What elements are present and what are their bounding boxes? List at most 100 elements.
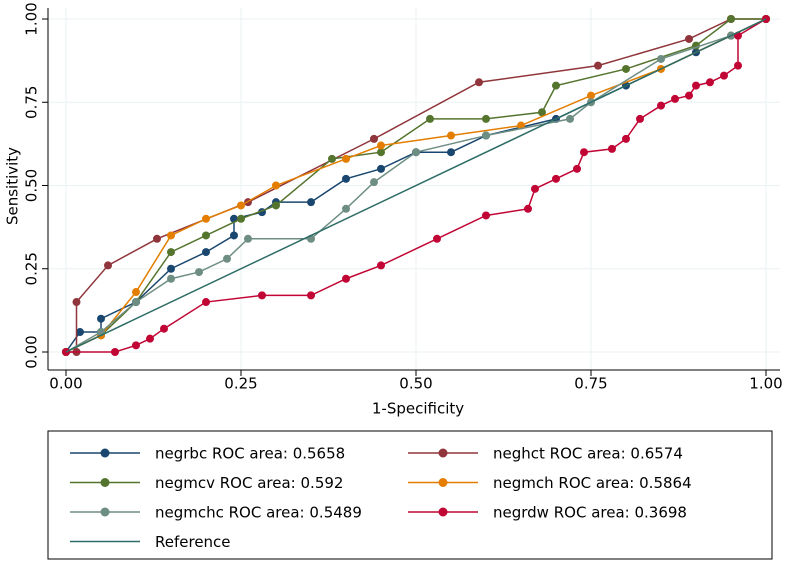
roc-point: [223, 254, 231, 263]
roc-point: [734, 61, 742, 70]
legend-marker: [100, 478, 110, 487]
roc-point: [167, 264, 175, 273]
roc-point: [307, 198, 315, 207]
roc-point: [447, 148, 455, 157]
legend-label: Reference: [155, 533, 231, 551]
y-tick-label: 0.00: [23, 335, 41, 368]
roc-point: [377, 141, 385, 150]
roc-point: [622, 134, 630, 143]
y-tick-label: 0.75: [23, 86, 41, 119]
roc-point: [377, 148, 385, 157]
roc-line: [65, 18, 767, 353]
y-tick-label: 0.50: [23, 169, 41, 202]
roc-point: [552, 174, 560, 183]
roc-point: [202, 298, 210, 307]
y-tick-label: 1.00: [23, 2, 41, 35]
roc-point: [202, 248, 210, 257]
roc-point: [447, 131, 455, 140]
x-tick-label: 0.25: [224, 375, 257, 393]
roc-point: [636, 114, 644, 123]
legend-marker: [100, 507, 110, 517]
roc-point: [237, 214, 245, 223]
roc-point: [72, 298, 81, 307]
roc-point: [132, 341, 140, 350]
roc-point: [524, 204, 532, 213]
roc-point: [342, 274, 350, 283]
roc-point: [692, 81, 700, 90]
legend-label: negmcv ROC area: 0.592: [155, 474, 343, 492]
roc-point: [685, 91, 693, 100]
roc-point: [685, 34, 693, 43]
roc-point: [307, 291, 315, 300]
roc-point: [167, 274, 175, 283]
roc-point: [167, 231, 175, 240]
roc-point: [608, 144, 616, 153]
roc-point: [258, 291, 266, 300]
roc-point: [433, 234, 441, 243]
legend-label: negrbc ROC area: 0.5658: [155, 445, 345, 463]
roc-point: [132, 298, 140, 307]
roc-point: [727, 15, 735, 23]
roc-point: [594, 61, 602, 70]
roc-point: [104, 261, 112, 270]
roc-point: [153, 234, 161, 243]
roc-point: [426, 114, 434, 123]
roc-point: [370, 134, 378, 143]
roc-point: [97, 314, 105, 323]
roc-line: [66, 18, 766, 353]
x-tick-label: 0.00: [49, 375, 82, 393]
roc-point: [272, 181, 280, 190]
roc-point: [531, 184, 539, 193]
roc-point: [272, 201, 280, 210]
legend-label: negmchc ROC area: 0.5489: [155, 504, 362, 522]
roc-point: [706, 78, 714, 87]
x-tick-label: 1.00: [749, 375, 782, 393]
x-tick-label: 0.50: [399, 375, 432, 393]
roc-point: [146, 334, 154, 343]
roc-point: [237, 201, 245, 210]
roc-point: [482, 114, 490, 123]
roc-point: [657, 101, 665, 110]
roc-point: [552, 81, 560, 90]
legend-label: negmch ROC area: 0.5864: [493, 474, 692, 492]
roc-point: [622, 64, 630, 73]
legend-marker: [438, 478, 448, 487]
roc-point: [475, 78, 483, 87]
roc-point: [195, 268, 203, 277]
y-tick-label: 0.25: [23, 252, 41, 285]
roc-point: [160, 324, 168, 333]
roc-point: [342, 174, 350, 183]
roc-point: [580, 148, 588, 157]
roc-point: [202, 214, 210, 223]
roc-point: [482, 131, 490, 140]
roc-point: [370, 178, 378, 187]
roc-point: [538, 108, 546, 117]
roc-point: [342, 204, 350, 213]
roc-point: [377, 261, 385, 270]
legend-marker: [438, 507, 448, 517]
roc-point: [657, 54, 665, 63]
roc-point: [167, 248, 175, 257]
y-axis-title: Sensitivity: [4, 147, 22, 225]
roc-point: [230, 231, 238, 240]
legend-label: negrdw ROC area: 0.3698: [493, 504, 687, 522]
legend-label: neghct ROC area: 0.6574: [493, 445, 683, 463]
roc-point: [566, 114, 574, 123]
roc-point: [202, 231, 210, 240]
roc-point: [76, 328, 84, 337]
roc-point: [342, 154, 350, 163]
legend-marker: [438, 448, 448, 458]
roc-point: [587, 91, 595, 100]
roc-point: [482, 211, 490, 220]
legend-marker: [100, 448, 110, 458]
roc-point: [573, 164, 581, 173]
roc-point: [671, 94, 679, 103]
roc-point: [720, 71, 728, 80]
x-axis-title: 1-Specificity: [372, 400, 464, 418]
roc-point: [328, 154, 336, 163]
roc-point: [412, 148, 420, 157]
roc-point: [377, 164, 385, 173]
roc-point: [111, 348, 119, 356]
